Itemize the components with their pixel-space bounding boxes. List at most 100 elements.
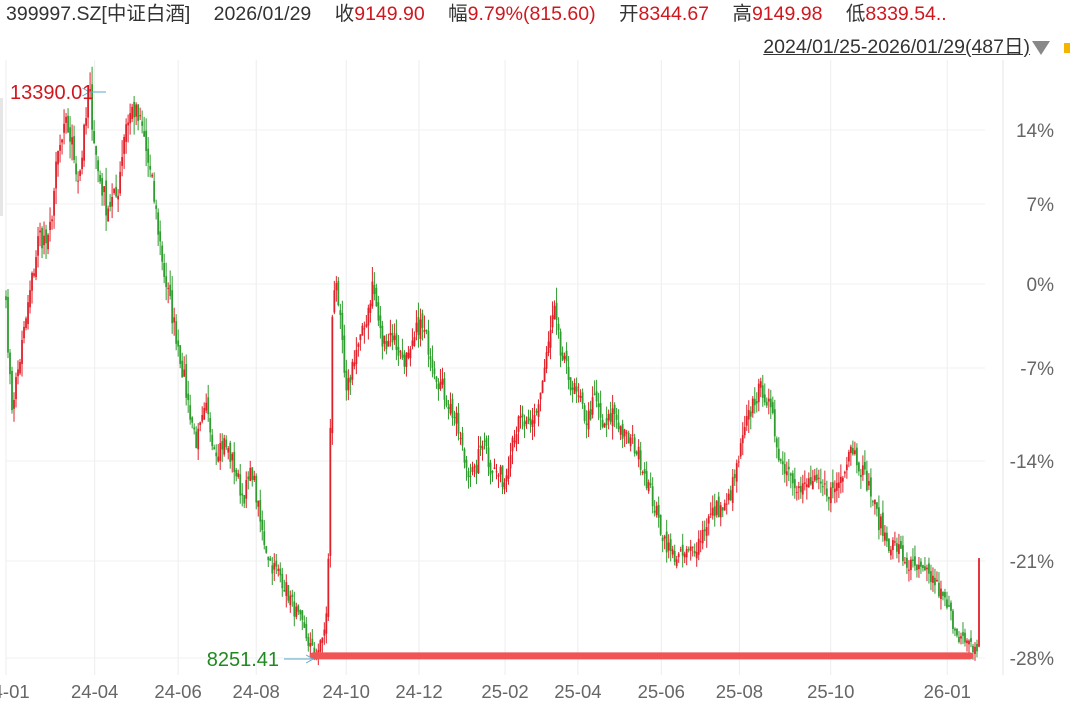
candle-body <box>267 556 270 561</box>
candle-body <box>661 537 664 542</box>
candle-body <box>579 395 582 398</box>
candle-body <box>67 115 69 133</box>
candle-body <box>559 331 562 356</box>
close-value: 9149.90 <box>354 3 425 25</box>
candle-body <box>719 505 722 518</box>
candle-body <box>87 97 89 118</box>
candle-body <box>817 477 820 479</box>
candle-body <box>603 423 606 428</box>
candle-body <box>681 544 684 556</box>
date-range-selector[interactable]: 2024/01/25-2026/01/29(487日) <box>763 33 1070 61</box>
candle-body <box>415 322 418 333</box>
candle-body <box>653 510 656 513</box>
candle-body <box>703 529 706 532</box>
candle-body <box>725 503 728 505</box>
candle-body <box>255 475 258 503</box>
candle-body <box>593 393 596 395</box>
candle-body <box>900 541 902 549</box>
candle-body <box>737 461 740 463</box>
candle-body <box>513 440 516 443</box>
candle-body <box>209 418 212 433</box>
candle-body <box>673 550 676 562</box>
candle-body <box>133 101 136 118</box>
candle-body <box>249 467 252 481</box>
candle-body <box>855 447 858 466</box>
candle-body <box>461 432 464 446</box>
candle-body <box>651 486 654 507</box>
candle-body <box>667 542 670 551</box>
candle-body <box>425 329 428 331</box>
candle-body <box>605 418 608 426</box>
candle-body <box>952 610 954 629</box>
candle-body <box>493 467 496 470</box>
candle-body <box>413 337 416 346</box>
candle-body <box>669 539 672 552</box>
candle-body <box>910 559 912 571</box>
candle-body <box>573 383 576 394</box>
candle-body <box>932 575 934 583</box>
candle-body <box>451 399 454 418</box>
candle-body <box>79 170 81 176</box>
candle-body <box>635 451 638 455</box>
candle-body <box>779 459 782 461</box>
candle-body <box>325 613 328 634</box>
candle-body <box>47 234 49 250</box>
candle-body <box>871 501 874 503</box>
candle-body <box>946 599 948 608</box>
candle-body <box>81 157 83 170</box>
candle-body <box>433 368 436 375</box>
candle-body <box>767 398 770 402</box>
candle-body <box>581 392 584 405</box>
candle-body <box>375 287 378 307</box>
candle-body <box>431 359 434 368</box>
candle-body <box>771 402 774 413</box>
candle-body <box>85 118 87 126</box>
candle-body <box>7 296 9 353</box>
candle-body <box>595 391 598 402</box>
candle-body <box>125 124 128 142</box>
date-range-label[interactable]: 2024/01/25-2026/01/29(487日) <box>763 36 1030 58</box>
candle-body <box>627 432 630 444</box>
candle-body <box>355 349 358 365</box>
candle-body <box>117 195 120 200</box>
candle-body <box>623 429 626 437</box>
candle-body <box>619 426 622 435</box>
candle-body <box>169 284 172 296</box>
candle-body <box>523 421 526 427</box>
open-label: 开 <box>619 3 639 25</box>
candle-body <box>35 257 37 278</box>
candle-body <box>361 325 364 336</box>
candle-body <box>637 446 640 460</box>
candle-body <box>583 405 586 421</box>
candle-body <box>467 471 470 478</box>
index-code: 399997.SZ[中证白酒] <box>6 3 191 25</box>
candle-body <box>914 556 916 566</box>
candle-body <box>783 464 786 474</box>
candle-body <box>964 632 966 643</box>
candle-body <box>699 541 702 543</box>
candle-body <box>319 640 322 652</box>
candle-body <box>533 415 536 424</box>
change-label: 幅 <box>448 3 468 25</box>
y-tick-label: -7% <box>1020 359 1054 380</box>
candle-body <box>97 160 99 172</box>
candle-body <box>815 474 818 481</box>
candle-body <box>31 272 33 291</box>
candle-body <box>19 361 21 374</box>
candle-body <box>129 113 132 124</box>
candle-body <box>127 122 130 126</box>
candle-body <box>223 438 226 455</box>
candle-body <box>195 431 198 449</box>
candle-body <box>143 131 146 137</box>
candle-body <box>173 317 176 323</box>
candle-body <box>251 467 254 480</box>
candle-body <box>713 506 716 517</box>
candle-body <box>695 551 698 559</box>
candle-body <box>974 646 976 654</box>
candle-body <box>557 323 560 331</box>
candle-body <box>107 208 110 222</box>
caret-down-icon[interactable] <box>1032 40 1050 55</box>
candle-body <box>611 408 614 427</box>
candle-body <box>535 410 538 413</box>
